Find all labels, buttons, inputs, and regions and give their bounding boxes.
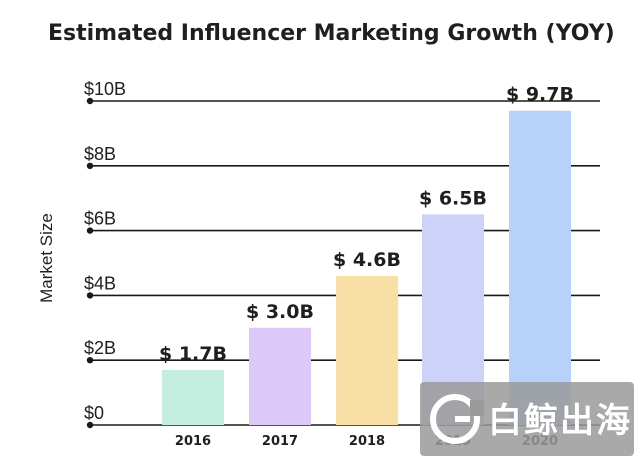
y-tick-label: $0 [84, 403, 104, 423]
y-tick-label: $2B [84, 338, 116, 358]
gridline-dot [86, 357, 94, 364]
data-label: $ 3.0B [246, 301, 314, 323]
watermark-text: 白鲸出海 [488, 401, 632, 441]
gridline-dot [86, 227, 94, 234]
x-tick-label: 2017 [262, 434, 298, 449]
bar [249, 327, 311, 425]
data-label: $ 1.7B [159, 343, 227, 365]
gridline-dot [86, 162, 94, 169]
x-tick-label: 2018 [349, 434, 385, 449]
y-tick-label: $6B [84, 209, 116, 229]
chart-title: Estimated Influencer Marketing Growth (Y… [48, 21, 615, 46]
gridline-dot [86, 97, 94, 105]
y-tick-label: $4B [84, 273, 116, 293]
gridline-dot [86, 292, 94, 299]
y-tick-label: $10B [84, 79, 126, 99]
bar [509, 110, 571, 425]
x-tick-label: 2016 [175, 434, 211, 449]
bar [162, 369, 224, 425]
gridline-dot [86, 421, 94, 429]
data-label: $ 6.5B [419, 187, 487, 209]
watermark: 白鲸出海 [420, 382, 634, 456]
bar [336, 275, 398, 425]
labels: $0 $2B $4B $6B $8B $10B $ 1.7B 2016 $ 3.0B 2017 $ … [84, 79, 574, 449]
bars [162, 110, 571, 425]
y-tick-label: $8B [84, 144, 116, 164]
y-axis-label: Market Size [37, 213, 56, 303]
data-label: $ 9.7B [506, 84, 574, 106]
watermark-logo-icon [430, 394, 484, 444]
data-label: $ 4.6B [333, 249, 401, 271]
